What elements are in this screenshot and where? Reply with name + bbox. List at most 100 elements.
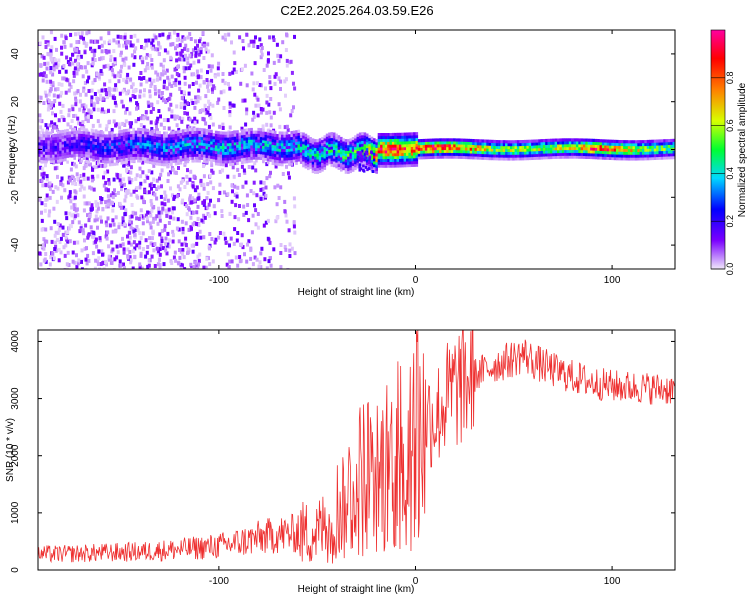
spectrogram-noise-cell: [164, 241, 168, 246]
spectrogram-noise-cell: [157, 206, 161, 211]
spectrogram-noise-cell: [171, 210, 174, 215]
spectrogram-ridge-cell: [457, 152, 461, 156]
spectrogram-ridge-cell: [49, 157, 53, 161]
spectrogram-ridge-cell: [524, 142, 527, 146]
spectrogram-ridge-cell: [568, 144, 572, 148]
spectrogram-noise-cell: [170, 114, 174, 119]
spectrogram-noise-cell: [129, 165, 133, 170]
spectrogram-noise-cell: [50, 45, 54, 50]
spectrogram-ridge-cell: [531, 151, 534, 155]
spectrogram-ridge-cell: [415, 143, 419, 147]
spectrogram-ridge-cell: [89, 152, 93, 156]
spectrogram-ridge-cell: [250, 142, 253, 146]
spectrogram-noise-cell: [71, 181, 74, 186]
spectrogram-noise-cell: [96, 39, 100, 44]
spectrogram-noise-cell: [224, 240, 228, 245]
spectrogram-ridge-cell: [578, 138, 581, 142]
spectrogram-ridge-cell: [391, 164, 395, 168]
spectrogram-ridge-cell: [535, 139, 539, 143]
spectrogram-ridge-cell: [38, 156, 41, 160]
spectrogram-ridge-cell: [649, 148, 652, 152]
spectrogram-ridge-cell: [214, 136, 218, 140]
spectrogram-ridge-cell: [406, 158, 409, 162]
spectrogram-noise-cell: [167, 126, 171, 131]
spectrogram-ridge-cell: [422, 141, 426, 145]
spectrogram-ridge-cell: [210, 147, 213, 151]
spectrogram-noise-cell: [249, 39, 253, 44]
spectrogram-ridge-cell: [118, 159, 121, 163]
spectrogram-ridge-cell: [491, 139, 494, 143]
spectrogram-ridge-cell: [325, 142, 329, 146]
spectrogram-noise-cell: [199, 235, 203, 240]
spectrogram-noise-cell: [168, 82, 172, 87]
spectrogram-ridge-cell: [85, 151, 88, 155]
spectrogram-ridge-cell: [526, 151, 529, 155]
spectrogram-ridge-cell: [255, 156, 258, 160]
spectrogram-ridge-cell: [637, 157, 640, 161]
spectrogram-noise-cell: [63, 44, 67, 49]
spectrogram-ridge-cell: [403, 138, 407, 142]
spectrogram-ridge-cell: [410, 152, 414, 156]
spectrogram-noise-cell: [235, 191, 239, 196]
spectrogram-noise-cell: [240, 233, 244, 238]
spectrogram-ridge-cell: [56, 153, 60, 157]
spectrogram-ridge-cell: [80, 150, 84, 154]
spectrogram-ridge-cell: [191, 136, 194, 140]
spectrogram-ridge-cell: [660, 153, 664, 157]
spectrogram-noise-cell: [73, 189, 77, 194]
spectrogram-ridge-cell: [373, 138, 376, 142]
spectrogram-ridge-cell: [137, 159, 140, 163]
spectrogram-ridge-cell: [396, 138, 400, 142]
spectrogram-ridge-cell: [167, 134, 171, 138]
spectrogram-noise-cell: [58, 240, 62, 244]
spectrogram-ridge-cell: [71, 131, 74, 135]
spectrogram-ridge-cell: [71, 139, 74, 143]
spectrogram-ridge-cell: [101, 151, 105, 155]
spectrogram-ridge-cell: [276, 162, 279, 166]
spectrogram-noise-cell: [132, 240, 136, 245]
spectrogram-ridge-cell: [389, 138, 393, 142]
spectrogram-ridge-cell: [120, 135, 124, 139]
spectrogram-ridge-cell: [396, 147, 400, 151]
spectrogram-ridge-cell: [122, 152, 126, 156]
spectrogram-ridge-cell: [380, 147, 383, 151]
spectrogram-noise-cell: [107, 31, 111, 36]
spectrogram-ridge-cell: [240, 152, 244, 156]
spectrogram-ridge-cell: [115, 145, 119, 149]
spectrogram-ridge-cell: [323, 163, 327, 168]
spectrogram-ridge-cell: [309, 137, 312, 141]
spectrogram-ridge-cell: [540, 139, 544, 143]
spectrogram-ridge-cell: [210, 141, 213, 145]
spectrogram-ridge-cell: [365, 147, 369, 151]
spectrogram-noise-cell: [122, 163, 126, 168]
spectrogram-ridge-cell: [540, 142, 544, 146]
spectrogram-noise-cell: [121, 121, 125, 126]
spectrogram-ridge-cell: [106, 148, 109, 152]
spectrogram-ridge-cell: [302, 149, 305, 153]
spectrogram-noise-cell: [113, 57, 117, 62]
spectrogram-ridge-cell: [144, 134, 147, 138]
spectrogram-ridge-cell: [115, 142, 119, 146]
spectrogram-ridge-cell: [429, 141, 433, 145]
spectrogram-ridge-cell: [578, 152, 581, 156]
spectrogram-ridge-cell: [604, 139, 607, 143]
spectrogram-ridge-cell: [429, 138, 433, 142]
spectrogram-ridge-cell: [656, 151, 659, 155]
spectrogram-noise-cell: [110, 240, 114, 245]
spectrogram-ridge-cell: [144, 131, 147, 135]
spectrogram-ridge-cell: [217, 162, 220, 166]
spectrogram-ridge-cell: [599, 153, 603, 157]
spectrogram-ridge-cell: [623, 140, 626, 144]
spectrogram-ridge-cell: [625, 157, 629, 161]
spectrogram-ridge-cell: [82, 139, 86, 143]
spectrogram-ridge-cell: [566, 149, 570, 153]
spectrogram-noise-cell: [226, 174, 230, 179]
spectrogram-noise-cell: [163, 202, 167, 207]
spectrogram-ridge-cell: [146, 160, 150, 164]
spectrogram-ridge-cell: [460, 155, 463, 159]
spectrogram-noise-cell: [95, 164, 99, 169]
spectrogram-noise-cell: [366, 168, 369, 172]
spectrogram-noise-cell: [220, 209, 224, 214]
spectrogram-ridge-cell: [66, 149, 69, 153]
spectrogram-ridge-cell: [264, 157, 268, 161]
